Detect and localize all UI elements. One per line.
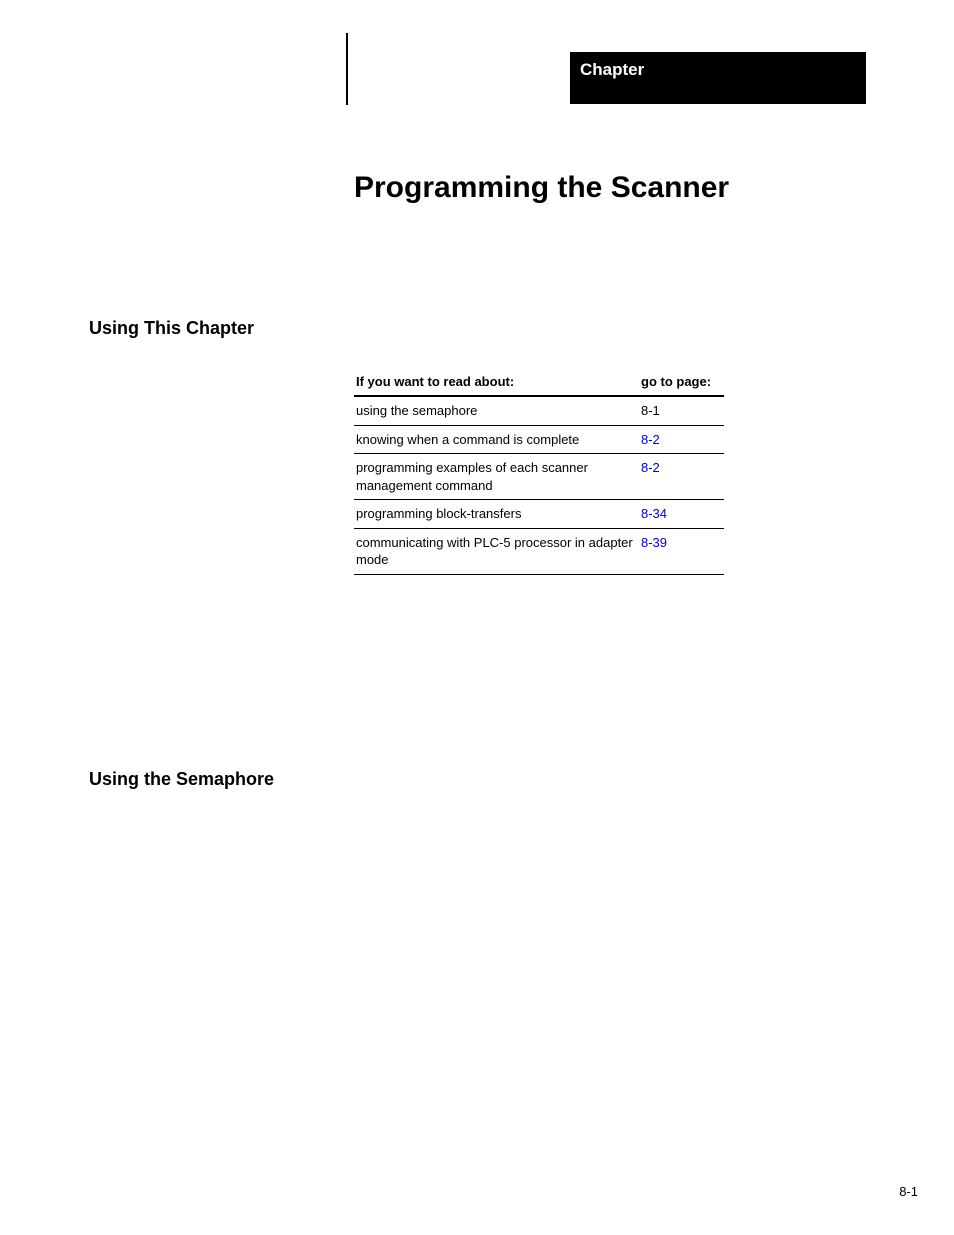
toc-topic: communicating with PLC-5 processor in ad… [354, 528, 639, 574]
page-number: 8-1 [899, 1184, 918, 1199]
toc-topic: programming block-transfers [354, 500, 639, 529]
toc-topic: using the semaphore [354, 396, 639, 425]
toc-topic: knowing when a command is complete [354, 425, 639, 454]
toc-page-link[interactable]: 8-34 [639, 500, 724, 529]
chapter-vertical-rule [346, 33, 348, 105]
toc-page-link[interactable]: 8-2 [639, 425, 724, 454]
toc-row: programming block-transfers 8-34 [354, 500, 724, 529]
section-heading-using-the-semaphore: Using the Semaphore [89, 769, 274, 790]
toc-row: using the semaphore 8-1 [354, 396, 724, 425]
toc-page-link[interactable]: 8-39 [639, 528, 724, 574]
chapter-banner: Chapter [570, 52, 866, 104]
toc-row: knowing when a command is complete 8-2 [354, 425, 724, 454]
chapter-label: Chapter [580, 60, 644, 79]
toc-header-page: go to page: [639, 370, 724, 396]
toc-header-row: If you want to read about: go to page: [354, 370, 724, 396]
toc-table: If you want to read about: go to page: u… [354, 370, 724, 575]
section-heading-using-this-chapter: Using This Chapter [89, 318, 254, 339]
toc-page-link[interactable]: 8-2 [639, 454, 724, 500]
toc-row: programming examples of each scanner man… [354, 454, 724, 500]
toc-page: 8-1 [639, 396, 724, 425]
toc-topic: programming examples of each scanner man… [354, 454, 639, 500]
chapter-title: Programming the Scanner [354, 171, 729, 205]
toc-row: communicating with PLC-5 processor in ad… [354, 528, 724, 574]
toc-header-topic: If you want to read about: [354, 370, 639, 396]
